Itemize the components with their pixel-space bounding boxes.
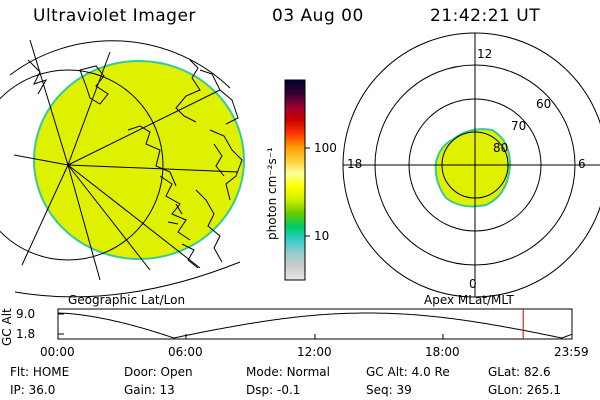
info-glat-value: 82.6 bbox=[523, 365, 551, 379]
info-gain-value: 13 bbox=[159, 383, 175, 397]
info-door-value: Open bbox=[160, 365, 193, 379]
geographic-panel-label: Geographic Lat/Lon bbox=[68, 293, 186, 307]
altitude-plot-ticks bbox=[58, 313, 444, 339]
info-door-label: Door: bbox=[124, 365, 157, 379]
info-seq-label: Seq: bbox=[366, 383, 393, 397]
altitude-tick-high: 9.0 bbox=[16, 307, 35, 321]
colorbar: 100 10 photon cm⁻²s⁻¹ bbox=[265, 79, 337, 281]
latitude-circle bbox=[0, 69, 164, 261]
mlat-label-70: 70 bbox=[511, 119, 526, 133]
info-gain-label: Gain: bbox=[124, 383, 156, 397]
mlt-label-0: 0 bbox=[469, 277, 477, 291]
altitude-tick-low: 1.8 bbox=[16, 327, 35, 341]
time-tick-0000: 00:00 bbox=[40, 345, 75, 359]
info-gcalt: GC Alt: 4.0 Re bbox=[366, 365, 450, 379]
polar-plot: 12 18 6 0 60 70 80 bbox=[342, 32, 600, 298]
info-door: Door: Open bbox=[124, 365, 193, 379]
info-glon-label: GLon: bbox=[488, 383, 523, 397]
time-tick-0600: 06:00 bbox=[168, 345, 203, 359]
info-mode-label: Mode: bbox=[246, 365, 283, 379]
time-label: 21:42:21 UT bbox=[430, 6, 541, 26]
instrument-title: Ultraviolet Imager bbox=[33, 6, 196, 26]
info-gcalt-value: 4.0 Re bbox=[411, 365, 450, 379]
info-gcalt-label: GC Alt: bbox=[366, 365, 408, 379]
mlat-label-60: 60 bbox=[536, 97, 551, 111]
info-flt-label: Flt: bbox=[10, 365, 29, 379]
info-mode: Mode: Normal bbox=[246, 365, 330, 379]
time-tick-1200: 12:00 bbox=[297, 345, 332, 359]
info-ip-label: IP: bbox=[10, 383, 25, 397]
mlt-label-18: 18 bbox=[347, 157, 362, 171]
altitude-curve bbox=[57, 312, 573, 339]
info-glat: GLat: 82.6 bbox=[488, 365, 551, 379]
colorbar-label-100: 100 bbox=[314, 141, 337, 155]
info-dsp-label: Dsp: bbox=[246, 383, 274, 397]
altitude-axis-label: GC Alt bbox=[0, 308, 14, 346]
aurora-oval bbox=[434, 128, 512, 208]
info-dsp: Dsp: -0.1 bbox=[246, 383, 300, 397]
latitude-arc bbox=[9, 40, 231, 89]
info-ip: IP: 36.0 bbox=[10, 383, 55, 397]
aurora-disk bbox=[33, 60, 245, 260]
info-mode-value: Normal bbox=[286, 365, 330, 379]
info-ip-value: 36.0 bbox=[28, 383, 56, 397]
altitude-plot: 9.0 1.8 GC Alt bbox=[0, 307, 573, 346]
info-seq-value: 39 bbox=[396, 383, 412, 397]
colorbar-unit-label: photon cm⁻²s⁻¹ bbox=[265, 147, 279, 240]
apex-panel-label: Apex MLat/MLT bbox=[424, 293, 514, 307]
info-glon-value: 265.1 bbox=[526, 383, 561, 397]
info-glon: GLon: 265.1 bbox=[488, 383, 561, 397]
mlt-label-12: 12 bbox=[477, 47, 492, 61]
info-flt: Flt: HOME bbox=[10, 365, 69, 379]
date-label: 03 Aug 00 bbox=[272, 6, 364, 26]
time-tick-1800: 18:00 bbox=[425, 345, 460, 359]
mlat-label-80: 80 bbox=[493, 141, 508, 155]
info-seq: Seq: 39 bbox=[366, 383, 412, 397]
info-dsp-value: -0.1 bbox=[276, 383, 301, 397]
info-glat-label: GLat: bbox=[488, 365, 521, 379]
info-gain: Gain: 13 bbox=[124, 383, 175, 397]
colorbar-label-10: 10 bbox=[314, 229, 329, 243]
info-flt-value: HOME bbox=[32, 365, 70, 379]
time-tick-2359: 23:59 bbox=[554, 345, 589, 359]
geographic-map bbox=[0, 39, 245, 298]
latitude-arc-bottom bbox=[14, 261, 241, 298]
coastlines bbox=[27, 59, 243, 269]
longitude-lines bbox=[13, 39, 239, 281]
colorbar-scale bbox=[284, 79, 306, 281]
mlt-label-6: 6 bbox=[578, 157, 586, 171]
